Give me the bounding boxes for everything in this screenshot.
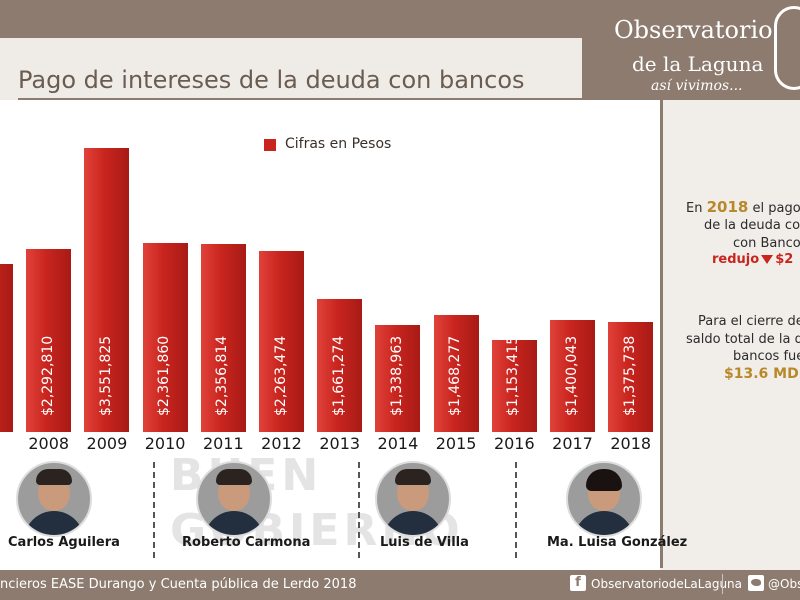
president-name: Ma. Luisa González — [547, 535, 688, 550]
side-note-line: saldo total de la de — [686, 332, 800, 347]
brand-name-line1: Observatorio — [614, 16, 773, 44]
bar-2010 — [142, 243, 188, 432]
x-tick-label: 2017 — [552, 434, 593, 453]
president-photo-avatar — [566, 461, 642, 537]
brand-logo-box — [582, 0, 800, 100]
bar-2016 — [491, 339, 537, 432]
president-photo-avatar — [16, 461, 92, 537]
side-note-line: de la deuda co — [704, 218, 800, 233]
president-name: Luis de Villa — [380, 535, 469, 550]
bar-2011 — [200, 243, 246, 432]
x-tick-label: 2010 — [144, 434, 186, 453]
bar-2017 — [550, 320, 595, 432]
side-note-line: redujo $2 — [712, 252, 794, 267]
president-name: Carlos Aguilera — [8, 535, 120, 550]
down-arrow-icon — [761, 255, 774, 264]
term-separator — [358, 462, 360, 558]
president-photo-avatar — [196, 461, 272, 537]
bar-value-label: $3,551,825 — [97, 335, 114, 416]
facebook-link[interactable]: ObservatoriodeLaLaguna — [591, 577, 743, 591]
bar-value-label: $1,153,415 — [505, 335, 522, 416]
bar-value-label: $1,400,043 — [563, 335, 580, 416]
bar-2013 — [317, 299, 363, 432]
side-note-line: bancos fue — [733, 349, 800, 364]
bar-value-label: $2,361,860 — [156, 335, 173, 416]
term-separator — [153, 462, 155, 558]
brand-tagline: así vivimos... — [651, 78, 743, 94]
side-note-line: En 2018 el pago d — [686, 198, 800, 216]
x-tick-label: 2016 — [493, 434, 535, 453]
term-separator — [515, 462, 517, 558]
bar-2007 — [0, 264, 13, 432]
bar-2015 — [433, 314, 479, 432]
x-tick-label: 2015 — [435, 434, 477, 453]
bar-2012 — [259, 251, 304, 432]
x-tick-label: 2008 — [28, 434, 70, 453]
bar-2018 — [608, 321, 654, 432]
x-tick-label: 2013 — [319, 434, 361, 453]
footer-bar — [0, 570, 800, 600]
twitter-link[interactable]: @Obse — [768, 577, 800, 591]
bar-value-label: $1,375,738 — [621, 335, 638, 416]
brand-logo-icon — [774, 6, 800, 90]
x-tick-label: 2018 — [610, 434, 652, 453]
bar-2009 — [84, 148, 130, 432]
side-note-amount: $13.6 MD — [724, 366, 799, 382]
president-name: Roberto Carmona — [182, 535, 311, 550]
footer-divider — [722, 574, 723, 594]
x-tick-label: 2014 — [377, 434, 419, 453]
brand-name-line2: de la Laguna — [632, 52, 764, 76]
bar-value-label: $2,292,810 — [39, 335, 56, 416]
bar-value-label: $1,661,274 — [330, 335, 347, 416]
x-tick-label: 2012 — [261, 434, 302, 453]
bar-2014 — [375, 324, 421, 432]
bar-value-label: $1,468,277 — [447, 335, 464, 416]
bar-2008 — [26, 248, 72, 432]
x-tick-label: 2009 — [86, 434, 128, 453]
page-title: Pago de intereses de la deuda con bancos — [18, 66, 525, 94]
title-underline — [18, 98, 582, 100]
x-tick-label: 2011 — [202, 434, 244, 453]
title-panel — [0, 38, 582, 100]
bar-value-label: $2,356,814 — [214, 335, 231, 416]
legend-swatch — [264, 139, 276, 151]
bar-value-label: $1,338,963 — [388, 335, 405, 416]
bar-value-label: $2,263,474 — [272, 335, 289, 416]
legend-label: Cifras en Pesos — [285, 136, 392, 152]
president-photo-avatar — [375, 461, 451, 537]
twitter-icon[interactable] — [748, 575, 764, 591]
side-note-line: con Bancos — [733, 236, 800, 251]
footer-source: ncieros EASE Durango y Cuenta pública de… — [0, 577, 357, 592]
vertical-divider — [660, 100, 663, 568]
facebook-icon[interactable]: f — [570, 575, 586, 591]
side-note-line: Para el cierre del — [698, 314, 800, 329]
